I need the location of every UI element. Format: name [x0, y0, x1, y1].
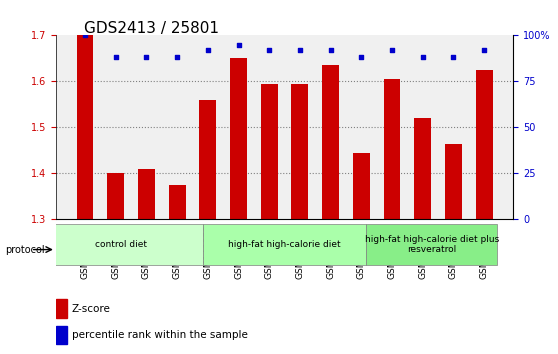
- Text: Z-score: Z-score: [72, 304, 110, 314]
- Point: [296, 47, 305, 53]
- Point: [264, 47, 273, 53]
- Bar: [76, 35, 94, 219]
- Point: [480, 47, 489, 53]
- Bar: [353, 153, 370, 219]
- Point: [111, 55, 120, 60]
- Point: [172, 55, 181, 60]
- Text: high-fat high-calorie diet: high-fat high-calorie diet: [228, 240, 341, 249]
- Bar: [56, 299, 68, 318]
- Bar: [199, 100, 217, 219]
- Text: high-fat high-calorie diet plus
resveratrol: high-fat high-calorie diet plus resverat…: [364, 235, 499, 254]
- Bar: [445, 144, 462, 219]
- Text: GDS2413 / 25801: GDS2413 / 25801: [84, 21, 219, 36]
- Point: [234, 42, 243, 47]
- FancyBboxPatch shape: [40, 224, 203, 265]
- Point: [80, 33, 89, 38]
- Text: control diet: control diet: [95, 240, 147, 249]
- Text: protocol: protocol: [6, 245, 45, 255]
- Point: [142, 55, 151, 60]
- Bar: [414, 118, 431, 219]
- Bar: [230, 58, 247, 219]
- Bar: [261, 84, 278, 219]
- Point: [326, 47, 335, 53]
- FancyBboxPatch shape: [203, 224, 366, 265]
- Bar: [322, 65, 339, 219]
- Point: [449, 55, 458, 60]
- Bar: [169, 185, 186, 219]
- Point: [388, 47, 397, 53]
- Bar: [107, 173, 124, 219]
- Point: [418, 55, 427, 60]
- Point: [203, 47, 212, 53]
- Bar: [291, 84, 309, 219]
- FancyBboxPatch shape: [366, 224, 497, 265]
- Bar: [138, 169, 155, 219]
- Bar: [383, 79, 401, 219]
- Point: [357, 55, 366, 60]
- Bar: [56, 326, 68, 344]
- Text: percentile rank within the sample: percentile rank within the sample: [72, 330, 248, 340]
- Bar: [475, 70, 493, 219]
